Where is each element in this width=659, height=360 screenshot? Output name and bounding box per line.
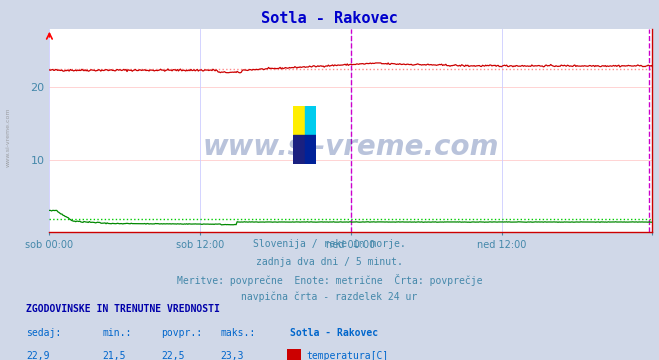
Text: zadnja dva dni / 5 minut.: zadnja dva dni / 5 minut.: [256, 257, 403, 267]
Text: Meritve: povprečne  Enote: metrične  Črta: povprečje: Meritve: povprečne Enote: metrične Črta:…: [177, 274, 482, 286]
Text: www.si-vreme.com: www.si-vreme.com: [203, 133, 499, 161]
Text: min.:: min.:: [102, 328, 132, 338]
Text: www.si-vreme.com: www.si-vreme.com: [5, 107, 11, 167]
Text: 23,3: 23,3: [221, 351, 244, 360]
Bar: [304, 135, 316, 164]
Text: temperatura[C]: temperatura[C]: [306, 351, 389, 360]
Text: 22,9: 22,9: [26, 351, 50, 360]
Bar: [293, 135, 304, 164]
Text: sedaj:: sedaj:: [26, 328, 61, 338]
Text: ZGODOVINSKE IN TRENUTNE VREDNOSTI: ZGODOVINSKE IN TRENUTNE VREDNOSTI: [26, 304, 220, 314]
Bar: [304, 106, 316, 135]
Text: Slovenija / reke in morje.: Slovenija / reke in morje.: [253, 239, 406, 249]
Text: 22,5: 22,5: [161, 351, 185, 360]
Text: maks.:: maks.:: [221, 328, 256, 338]
Text: povpr.:: povpr.:: [161, 328, 202, 338]
Text: Sotla - Rakovec: Sotla - Rakovec: [290, 328, 378, 338]
Text: 21,5: 21,5: [102, 351, 126, 360]
Bar: [293, 106, 304, 135]
Text: navpična črta - razdelek 24 ur: navpična črta - razdelek 24 ur: [241, 291, 418, 302]
Text: Sotla - Rakovec: Sotla - Rakovec: [261, 11, 398, 26]
